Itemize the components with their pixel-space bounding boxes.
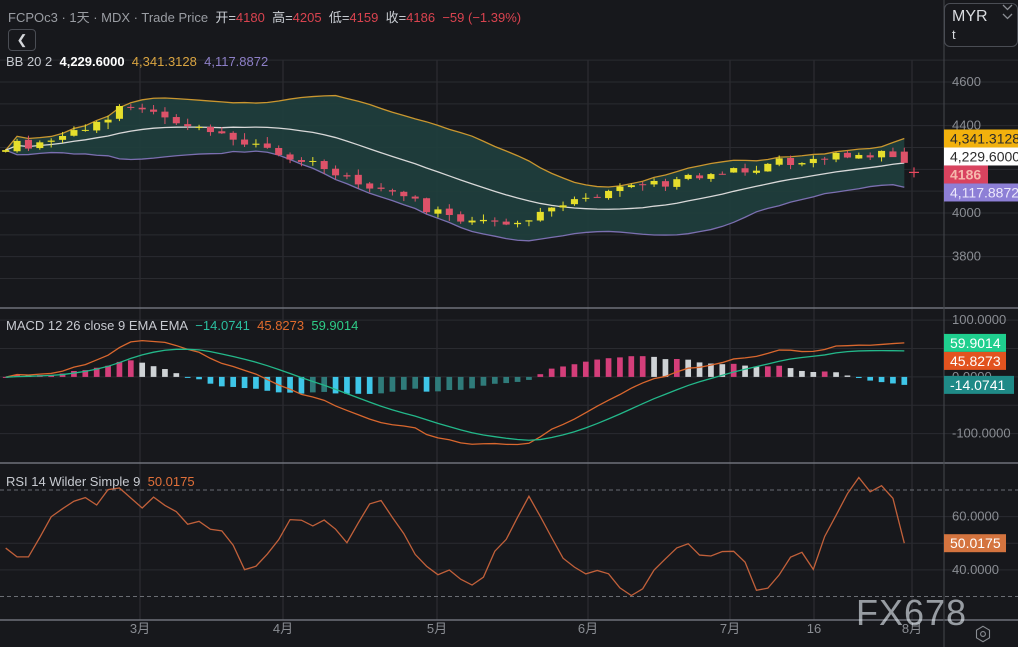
svg-text:59.9014: 59.9014 — [950, 335, 1001, 351]
svg-text:7月: 7月 — [720, 621, 740, 636]
svg-text:4000: 4000 — [952, 205, 981, 220]
svg-text:50.0175: 50.0175 — [950, 535, 1001, 551]
svg-text:60.0000: 60.0000 — [952, 509, 999, 524]
svg-text:3800: 3800 — [952, 249, 981, 264]
svg-text:4,229.6000: 4,229.6000 — [950, 148, 1018, 164]
svg-text:3月: 3月 — [130, 621, 150, 636]
svg-text:100.0000: 100.0000 — [952, 312, 1006, 327]
svg-text:-14.0741: -14.0741 — [950, 377, 1005, 393]
svg-text:4186: 4186 — [950, 166, 981, 182]
svg-text:40.0000: 40.0000 — [952, 562, 999, 577]
svg-text:4,117.8872: 4,117.8872 — [950, 184, 1018, 200]
svg-text:45.8273: 45.8273 — [950, 353, 1001, 369]
svg-text:5月: 5月 — [427, 621, 447, 636]
svg-text:16: 16 — [807, 621, 821, 636]
svg-text:6月: 6月 — [578, 621, 598, 636]
svg-text:-100.0000: -100.0000 — [952, 426, 1011, 441]
svg-text:4月: 4月 — [273, 621, 293, 636]
svg-text:4600: 4600 — [952, 74, 981, 89]
svg-text:4,341.3128: 4,341.3128 — [950, 130, 1018, 146]
